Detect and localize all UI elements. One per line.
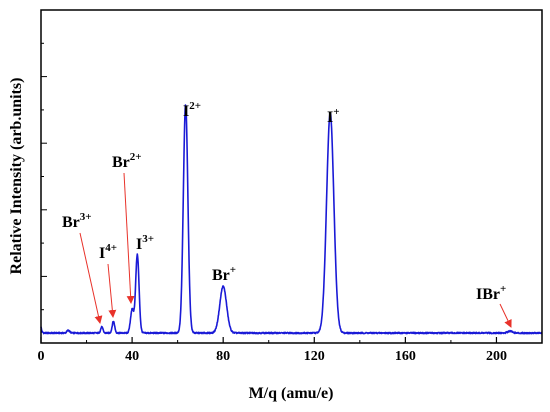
y-axis-title: Relative Intensity (arb.units) xyxy=(8,78,25,275)
x-tick-label: 80 xyxy=(216,349,230,364)
x-tick-label: 160 xyxy=(395,349,416,364)
x-axis-title: M/q (amu/e) xyxy=(249,385,334,402)
plot-area xyxy=(41,10,542,343)
peak-annotations: Br3+ I4+ Br2+ I3+ I2+ Br+ I+ IBr+ xyxy=(62,100,512,328)
peak-label: Br3+ xyxy=(62,211,92,231)
x-tick-label: 40 xyxy=(125,349,139,364)
x-tick-label: 120 xyxy=(304,349,325,364)
peak-label: I3+ xyxy=(136,233,154,253)
peak-arrow xyxy=(499,303,512,328)
plot-frame xyxy=(40,9,543,344)
peak-label: IBr+ xyxy=(476,283,506,303)
spectrum-line xyxy=(40,104,543,335)
peak-label: I+ xyxy=(327,106,340,126)
x-tick-label: 0 xyxy=(38,349,45,364)
peak-label: Br+ xyxy=(212,264,236,284)
x-tick-labels: 0 40 80 120 160 200 xyxy=(38,349,507,364)
peak-arrow xyxy=(107,263,117,318)
x-tick-label: 200 xyxy=(486,349,507,364)
peak-arrow xyxy=(79,232,103,324)
peak-arrow xyxy=(123,172,135,304)
peak-label: I2+ xyxy=(183,100,201,120)
peak-label: Br2+ xyxy=(112,151,142,171)
peak-label: I4+ xyxy=(99,242,117,262)
